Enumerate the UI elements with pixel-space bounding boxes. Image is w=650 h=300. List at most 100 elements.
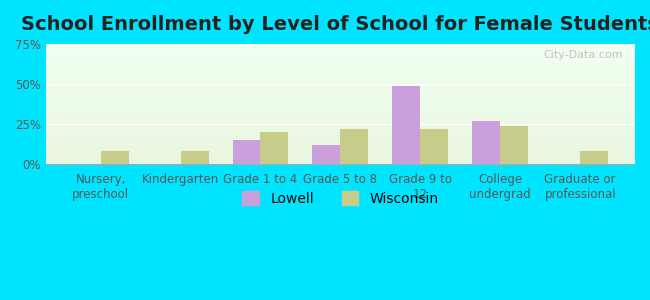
Bar	[46, 153, 635, 154]
Bar	[46, 85, 635, 86]
Bar	[46, 86, 635, 87]
Bar	[46, 79, 635, 80]
Bar	[46, 156, 635, 157]
Bar	[46, 118, 635, 120]
Bar	[46, 141, 635, 142]
Bar	[46, 81, 635, 82]
Bar	[46, 68, 635, 69]
Bar	[46, 80, 635, 81]
Bar	[46, 142, 635, 144]
Bar	[46, 160, 635, 162]
Bar	[46, 106, 635, 107]
Bar	[46, 109, 635, 110]
Title: School Enrollment by Level of School for Female Students: School Enrollment by Level of School for…	[21, 15, 650, 34]
Bar	[46, 157, 635, 158]
Bar	[46, 58, 635, 59]
Bar	[46, 74, 635, 75]
Bar	[46, 98, 635, 99]
Bar	[46, 55, 635, 56]
Bar	[46, 76, 635, 77]
Bar	[46, 110, 635, 111]
Bar	[46, 69, 635, 70]
Text: City-Data.com: City-Data.com	[543, 50, 623, 60]
Bar	[46, 44, 635, 45]
Bar	[46, 51, 635, 52]
Bar	[46, 150, 635, 151]
Bar	[46, 124, 635, 126]
Bar	[46, 147, 635, 148]
Bar	[46, 130, 635, 132]
Bar	[233, 140, 261, 164]
Bar	[46, 89, 635, 91]
Bar	[46, 133, 635, 134]
Bar	[46, 134, 635, 135]
Bar	[46, 101, 635, 103]
Bar	[46, 62, 635, 63]
Bar	[46, 83, 635, 85]
Bar	[46, 132, 635, 133]
Bar	[46, 159, 635, 160]
Bar	[46, 162, 635, 163]
Bar	[46, 92, 635, 93]
Bar	[46, 144, 635, 145]
Bar	[46, 129, 635, 130]
Bar	[46, 138, 635, 139]
Bar	[46, 121, 635, 122]
Bar	[46, 71, 635, 73]
Bar	[473, 121, 501, 164]
Bar	[46, 140, 635, 141]
Bar	[46, 111, 635, 112]
Bar	[46, 120, 635, 121]
Bar	[46, 103, 635, 104]
Bar	[46, 49, 635, 50]
Bar	[46, 127, 635, 128]
Bar	[46, 97, 635, 98]
Bar	[46, 47, 635, 49]
Bar	[46, 50, 635, 51]
Bar	[46, 59, 635, 61]
Bar	[46, 146, 635, 147]
Bar	[46, 123, 635, 124]
Bar	[46, 148, 635, 150]
Bar	[46, 115, 635, 116]
Bar	[46, 139, 635, 140]
Bar	[46, 145, 635, 146]
Bar	[46, 158, 635, 159]
Bar	[46, 87, 635, 88]
Bar	[393, 85, 421, 164]
Bar	[341, 129, 369, 164]
Bar	[46, 46, 635, 47]
Bar	[46, 61, 635, 62]
Bar	[46, 52, 635, 53]
Bar	[46, 117, 635, 119]
Bar	[46, 56, 635, 57]
Bar	[46, 53, 635, 55]
Bar	[46, 114, 635, 115]
Bar	[181, 151, 209, 164]
Bar	[46, 73, 635, 74]
Bar	[46, 151, 635, 152]
Bar	[500, 126, 528, 164]
Legend: Lowell, Wisconsin: Lowell, Wisconsin	[237, 185, 444, 211]
Bar	[46, 100, 635, 101]
Bar	[421, 129, 448, 164]
Bar	[46, 94, 635, 95]
Bar	[46, 75, 635, 76]
Bar	[46, 91, 635, 92]
Bar	[46, 77, 635, 79]
Bar	[46, 163, 635, 164]
Bar	[46, 112, 635, 114]
Bar	[46, 93, 635, 94]
Bar	[46, 95, 635, 97]
Bar	[46, 65, 635, 67]
Bar	[46, 154, 635, 156]
Bar	[46, 45, 635, 46]
Bar	[46, 70, 635, 71]
Bar	[46, 82, 635, 83]
Bar	[46, 152, 635, 153]
Bar	[580, 151, 608, 164]
Bar	[46, 128, 635, 129]
Bar	[46, 64, 635, 65]
Bar	[46, 104, 635, 105]
Bar	[313, 145, 341, 164]
